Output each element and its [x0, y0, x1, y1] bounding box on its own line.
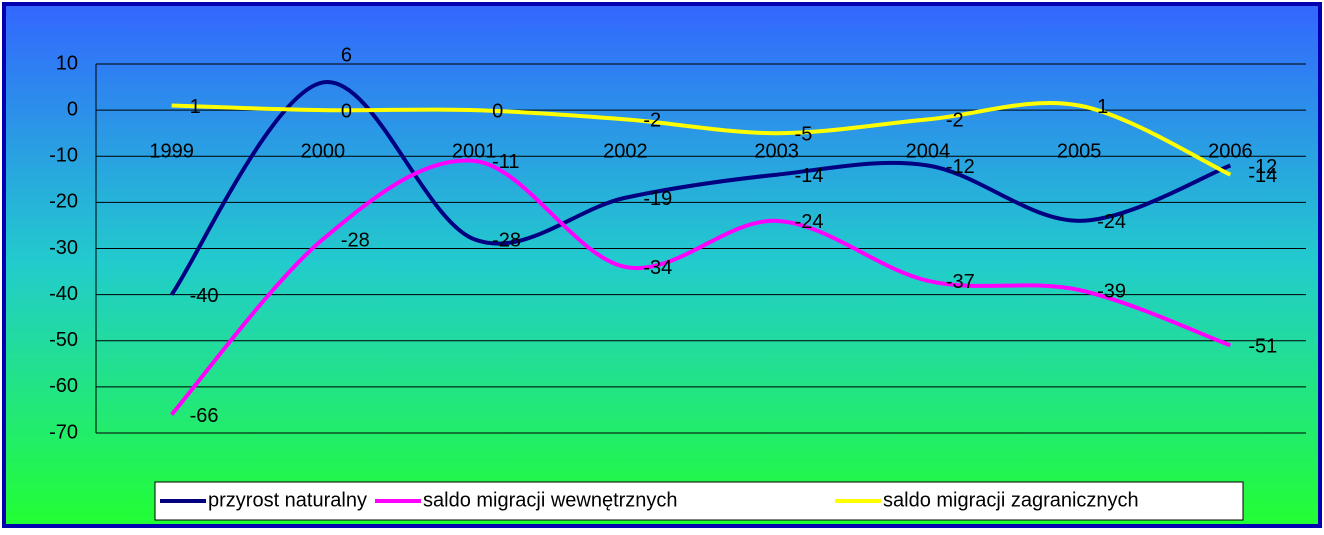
x-tick-label: 2001 — [452, 140, 497, 162]
data-label: -5 — [795, 123, 813, 145]
data-label: -39 — [1097, 280, 1126, 302]
data-label: 0 — [341, 100, 352, 122]
data-label: -28 — [492, 230, 521, 252]
data-label: -24 — [795, 211, 824, 233]
x-tick-label: 2004 — [906, 140, 951, 162]
data-label: -12 — [946, 156, 975, 178]
x-tick-label: 2000 — [301, 140, 346, 162]
series-line — [171, 101, 1232, 177]
legend-label: saldo migracji wewnętrznych — [423, 489, 678, 511]
y-tick-label: 0 — [67, 98, 78, 120]
x-tick-label: 2003 — [754, 140, 799, 162]
legend-box — [154, 481, 1244, 521]
x-tick-label: 2005 — [1057, 140, 1102, 162]
data-label: -12 — [1248, 156, 1277, 178]
legend-label: przyrost naturalny — [208, 489, 367, 511]
x-tick-label: 2006 — [1208, 140, 1253, 162]
data-label: -14 — [1248, 165, 1277, 187]
y-tick-label: -20 — [49, 191, 78, 213]
y-tick-label: -50 — [49, 329, 78, 351]
data-label: -40 — [190, 285, 219, 307]
series-line — [169, 80, 1232, 296]
y-tick-label: -10 — [49, 145, 78, 167]
data-label: -2 — [946, 110, 964, 132]
data-label: 6 — [341, 45, 352, 67]
series-line — [170, 158, 1232, 416]
y-tick-label: -60 — [49, 375, 78, 397]
legend-label: saldo migracji zagranicznych — [883, 489, 1139, 511]
data-label: -51 — [1248, 336, 1277, 358]
y-tick-label: -70 — [49, 421, 78, 443]
x-tick-label: 1999 — [149, 140, 194, 162]
x-tick-label: 2002 — [603, 140, 648, 162]
y-tick-label: -30 — [49, 237, 78, 259]
data-label: -66 — [190, 405, 219, 427]
y-tick-label: -40 — [49, 283, 78, 305]
y-tick-label: 10 — [56, 52, 78, 74]
data-label: -11 — [492, 151, 519, 173]
data-label: -37 — [946, 271, 975, 293]
data-label: -28 — [341, 230, 370, 252]
data-label: 1 — [190, 96, 201, 118]
data-label: 1 — [1097, 96, 1108, 118]
data-label: -19 — [643, 188, 672, 210]
data-label: -24 — [1097, 211, 1126, 233]
data-label: 0 — [492, 100, 503, 122]
data-label: -14 — [795, 165, 824, 187]
data-label: -2 — [643, 110, 661, 132]
data-label: -34 — [643, 257, 672, 279]
